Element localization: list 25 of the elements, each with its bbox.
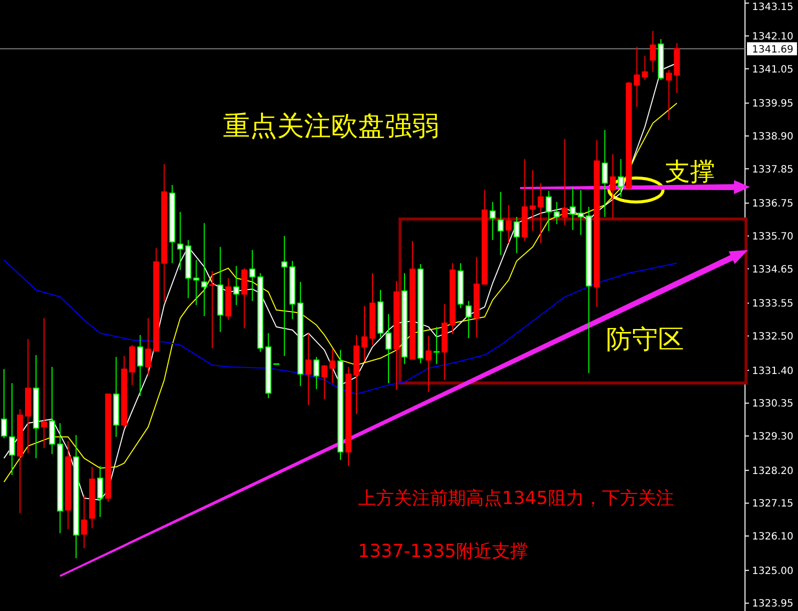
y-tick-label: 1327.15 <box>752 498 794 510</box>
y-tick-label: 1337.85 <box>752 164 794 176</box>
ref-line-label: 1341.69 <box>752 44 794 56</box>
y-tick-label: 1330.35 <box>752 398 794 410</box>
y-tick-label: 1334.65 <box>752 264 794 276</box>
y-tick-label: 1328.20 <box>752 466 794 477</box>
y-tick-label: 1325.00 <box>752 566 794 577</box>
y-tick-label: 1326.10 <box>752 531 794 542</box>
y-tick-label: 1335.70 <box>752 231 794 242</box>
y-tick-label: 1336.75 <box>752 198 794 210</box>
text: 重点关注欧盘强弱 <box>223 111 439 142</box>
y-tick-label: 1329.30 <box>752 431 794 442</box>
y-tick-label: 1323.95 <box>752 598 794 610</box>
annotation: 上方关注前期高点1345阻力，下方关注 <box>358 488 674 509</box>
y-tick-label: 1333.55 <box>752 298 794 310</box>
y-tick-label: 1341.05 <box>752 64 794 76</box>
y-tick-label: 1338.90 <box>752 131 794 142</box>
y-tick-label: 1332.50 <box>752 331 794 342</box>
annotation: 1337-1335附近支撑 <box>358 541 528 562</box>
y-tick-label: 1342.10 <box>752 31 794 42</box>
y-tick-label: 1339.95 <box>752 98 794 110</box>
y-tick-label: 1331.40 <box>752 366 794 377</box>
annotation: 防守区 <box>606 325 684 355</box>
y-tick-label: 1343.15 <box>752 2 794 13</box>
annotation: 支撑 <box>665 157 715 186</box>
